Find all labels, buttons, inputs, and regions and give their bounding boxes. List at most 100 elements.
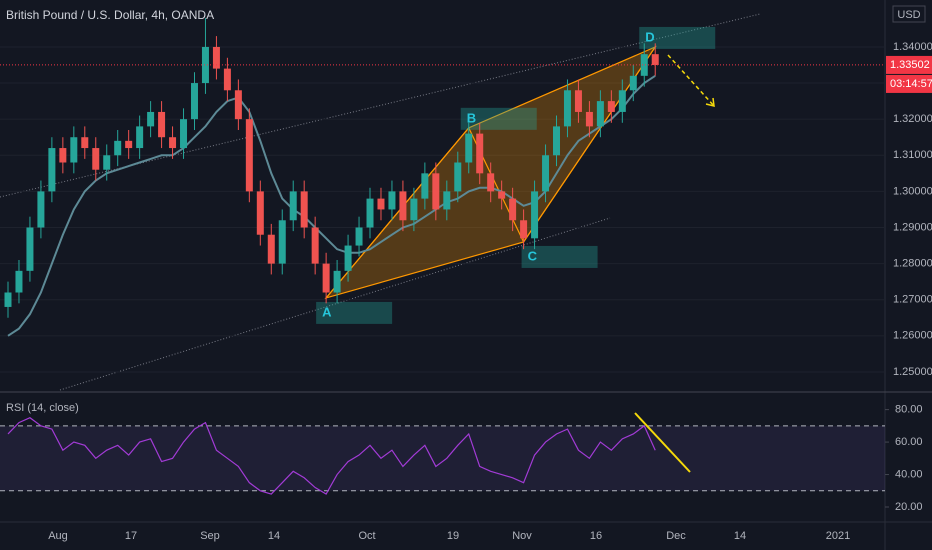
y-tick-label: 1.27000 [893, 294, 932, 306]
candle-body [399, 191, 407, 221]
candle-body [48, 148, 56, 192]
candle-body [103, 155, 111, 170]
candle-body [629, 75, 637, 91]
candle-body [454, 162, 462, 192]
rsi-tick-label: 20.00 [895, 501, 923, 513]
pattern-label: A [322, 304, 332, 319]
x-tick-label: Oct [358, 530, 375, 542]
candle-body [443, 191, 451, 210]
candle-body [92, 148, 100, 170]
candle-body [542, 155, 550, 192]
pattern-label: C [528, 248, 538, 263]
candle-body [81, 137, 89, 149]
channel-upper [0, 13, 761, 198]
candle-body [366, 198, 374, 228]
rsi-tick-label: 40.00 [895, 468, 923, 480]
candle-body [70, 137, 78, 163]
candle-body [15, 270, 23, 293]
candle-body [190, 83, 198, 120]
candle-body [300, 191, 308, 228]
candle-body [4, 292, 12, 307]
candle-body [59, 148, 67, 163]
x-tick-label: 14 [734, 530, 746, 542]
candle-body [37, 191, 45, 228]
arrow-head [705, 97, 715, 107]
candle-body [432, 173, 440, 210]
rsi-band [0, 425, 885, 491]
candle-body [180, 119, 188, 149]
countdown-box [886, 74, 932, 93]
candle-body [388, 191, 396, 210]
candle-body [498, 191, 506, 199]
pattern-label-box [639, 26, 716, 49]
candle-body [585, 111, 593, 127]
rsi-line [7, 417, 656, 495]
x-tick-label: 17 [125, 530, 137, 542]
channel-lower [59, 217, 611, 391]
x-tick-label: Sep [200, 530, 220, 542]
candle-body [607, 101, 615, 112]
y-tick-label: 1.34000 [893, 41, 932, 53]
candle-body [169, 137, 177, 149]
rsi-tick-label: 80.00 [895, 404, 923, 416]
y-tick-label: 1.30000 [893, 185, 932, 197]
currency-box [892, 5, 926, 23]
candle-body [377, 198, 385, 210]
y-tick-label: 1.29000 [893, 221, 932, 233]
pattern-label-box [316, 301, 393, 324]
candle-body [322, 263, 330, 293]
candle-body [212, 46, 220, 69]
last-price-label: 1.33502 [890, 59, 930, 71]
x-tick-label: Dec [666, 530, 686, 542]
x-tick-label: 19 [447, 530, 459, 542]
x-tick-label: Nov [512, 530, 532, 542]
candle-body [596, 101, 604, 127]
chart-title: British Pound / U.S. Dollar, 4h, OANDA [6, 8, 214, 22]
candle-body [553, 126, 560, 156]
candle-body [520, 220, 528, 239]
pattern-label: D [645, 29, 654, 44]
candle-body [640, 54, 648, 76]
y-tick-label: 1.26000 [893, 330, 932, 342]
pattern-label: B [467, 110, 476, 125]
candle-body [618, 90, 626, 112]
candle-body [136, 126, 144, 149]
candle-body [158, 111, 166, 138]
candle-body [267, 234, 275, 264]
pattern-leg [325, 46, 656, 299]
currency: USD [897, 9, 920, 21]
candle-body [201, 46, 209, 84]
last-price-box [886, 55, 932, 74]
pattern-label-box [521, 245, 598, 268]
candle-body [465, 133, 473, 163]
x-tick-label: 16 [590, 530, 602, 542]
y-tick-label: 1.32000 [893, 113, 932, 125]
candle-body [234, 90, 242, 120]
candle-body [563, 90, 571, 127]
rsi-tick-label: 60.00 [895, 436, 923, 448]
y-tick-label: 1.28000 [893, 258, 932, 270]
candle-body [147, 111, 155, 127]
candle-body [26, 227, 34, 271]
candle-body [333, 270, 341, 293]
candle-body [509, 198, 517, 221]
candle-body [125, 140, 133, 149]
candle-body [223, 68, 231, 91]
candle-body [531, 191, 539, 239]
y-tick-label: 1.25000 [893, 366, 932, 378]
candle-body [256, 191, 264, 235]
candle-body [289, 191, 297, 221]
candle-body [278, 220, 286, 264]
candle-body [421, 173, 429, 199]
candle-body [476, 133, 484, 174]
candle-body [311, 227, 319, 264]
rsi-trend [634, 412, 691, 473]
candle-body [245, 119, 253, 192]
x-tick-label: Aug [48, 530, 68, 542]
candle-body [114, 140, 122, 156]
candle-body [410, 198, 418, 221]
x-tick-label: 2021 [826, 530, 850, 542]
y-tick-label: 1.31000 [893, 149, 932, 161]
candle-body [574, 90, 582, 112]
